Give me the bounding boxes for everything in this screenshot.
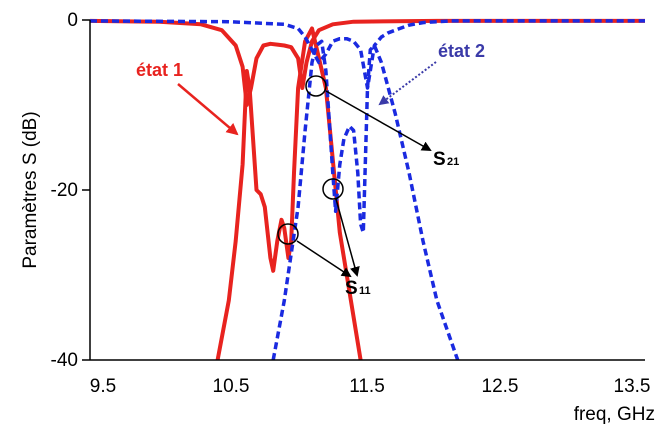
- s11-subscript: 11: [359, 285, 371, 297]
- y-axis-label: Paramètres S (dB): [20, 111, 41, 268]
- series-line-etat1-s21: [90, 18, 645, 107]
- s11-arrow-etat1: [296, 240, 352, 278]
- s21-label: S: [433, 149, 446, 170]
- s21-subscript: 21: [447, 156, 459, 168]
- y-tick-label-20: -20: [51, 180, 78, 201]
- x-tick-label-12-5: 12.5: [482, 376, 519, 397]
- x-tick-label-10-5: 10.5: [213, 376, 250, 397]
- etat1-arrow: [177, 83, 239, 136]
- x-tick-label-9-5: 9.5: [90, 376, 116, 397]
- series-line-etat1-s11: [215, 26, 363, 360]
- series-line-etat2-s21: [90, 19, 645, 90]
- s11-label: S: [345, 278, 358, 299]
- y-tick-label-40: -40: [51, 350, 78, 371]
- s21-marker-circle: [305, 75, 327, 97]
- x-axis-label: freq, GHz: [574, 404, 655, 425]
- s21-arrow: [325, 90, 432, 151]
- s11-marker-circle-etat1: [277, 223, 299, 245]
- x-tick-label-13-5: 13.5: [614, 376, 651, 397]
- series-line-etat2-s11: [271, 39, 460, 360]
- y-tick-label-0: 0: [67, 10, 78, 31]
- s11-arrow-etat2: [335, 198, 360, 277]
- s11-marker-circle-etat2: [322, 178, 344, 200]
- x-tick-label-11-5: 11.5: [349, 376, 385, 397]
- etat1-label: état 1: [136, 60, 183, 80]
- etat2-label: état 2: [438, 41, 485, 61]
